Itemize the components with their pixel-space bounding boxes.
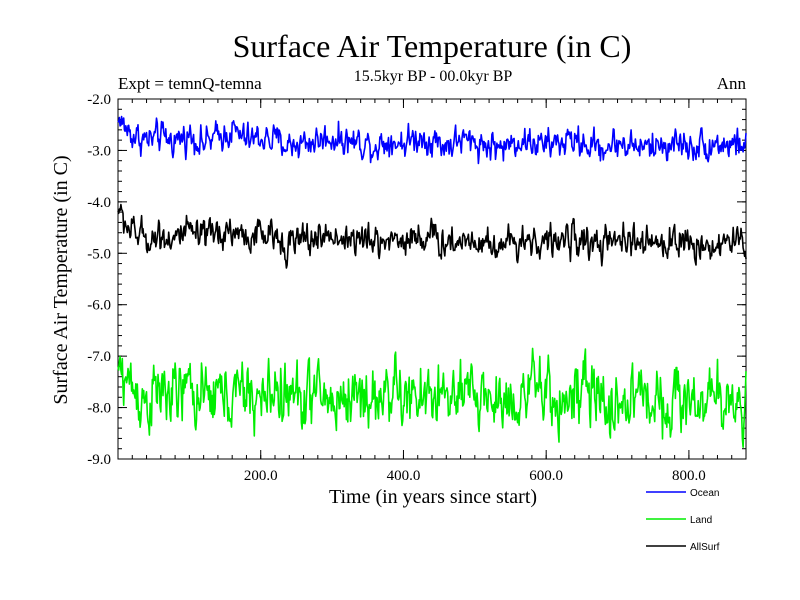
x-tick-label: 800.0 xyxy=(672,468,706,484)
x-axis-label: Time (in years since start) xyxy=(329,486,537,508)
y-tick-label: -3.0 xyxy=(87,143,111,159)
y-tick-label: -2.0 xyxy=(87,92,111,108)
plot-area: 200.0 400.0 600.0 800.0 -2.0 -3.0 -4.0 -5.0 -6.0… xyxy=(87,92,747,484)
experiment-label: Expt = temnQ-temna xyxy=(118,74,262,93)
x-tick-label: 400.0 xyxy=(387,468,421,484)
series-line-allsurf xyxy=(117,203,747,269)
legend: Ocean Land AllSurf xyxy=(646,488,720,553)
y-tick-label: -9.0 xyxy=(87,452,111,468)
chart-title: Surface Air Temperature (in C) xyxy=(233,28,632,64)
series-line-ocean xyxy=(117,115,747,165)
y-tick-label: -6.0 xyxy=(87,298,111,314)
y-tick-label: -8.0 xyxy=(87,401,111,417)
x-tick-label: 200.0 xyxy=(244,468,278,484)
y-tick-label: -4.0 xyxy=(87,195,111,211)
y-axis-label: Surface Air Temperature (in C) xyxy=(50,155,72,404)
y-tick-label: -5.0 xyxy=(87,246,111,262)
chart-subtitle: 15.5kyr BP - 00.0kyr BP xyxy=(354,68,513,85)
legend-label-ocean: Ocean xyxy=(690,488,719,499)
y-tick-label: -7.0 xyxy=(87,349,111,365)
series-line-land xyxy=(117,347,747,449)
legend-label-land: Land xyxy=(690,515,712,526)
season-label: Ann xyxy=(717,74,747,93)
legend-label-allsurf: AllSurf xyxy=(690,542,720,553)
x-tick-label: 600.0 xyxy=(529,468,563,484)
